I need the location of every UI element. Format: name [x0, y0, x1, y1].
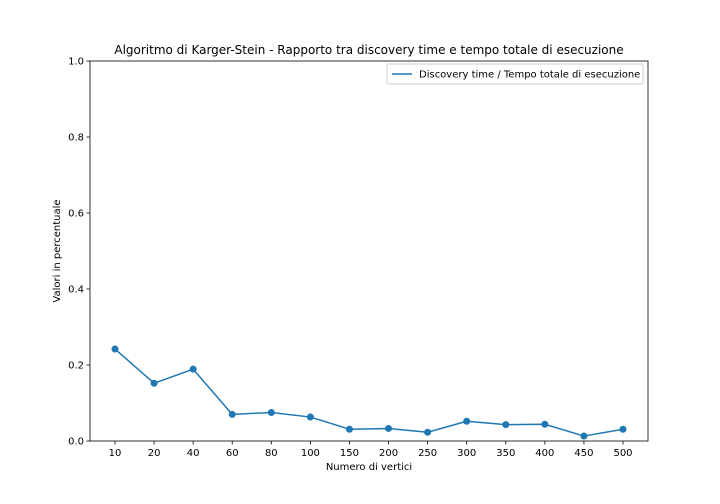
y-tick-label: 0.8 — [68, 133, 84, 144]
x-tick-label: 60 — [226, 448, 239, 459]
y-tick-label: 0.6 — [68, 209, 84, 220]
x-tick-label: 450 — [574, 448, 593, 459]
legend: Discovery time / Tempo totale di esecuzi… — [386, 63, 644, 85]
plot-area: 0.0 0.2 0.4 0.6 0.8 1.0 10 20 40 60 80 100 150 200 250… — [68, 57, 649, 459]
data-point — [541, 420, 549, 428]
data-point — [189, 365, 197, 373]
x-tick-label: 40 — [187, 448, 200, 459]
y-axis-label: Valori in percentuale — [52, 199, 63, 302]
series-line — [114, 348, 624, 437]
data-point — [580, 432, 588, 440]
x-tick-label: 500 — [613, 448, 632, 459]
x-tick-label: 100 — [301, 448, 320, 459]
data-point — [228, 410, 236, 418]
x-tick-label: 20 — [148, 448, 161, 459]
x-tick-label: 300 — [457, 448, 476, 459]
legend-label: Discovery time / Tempo totale di esecuzi… — [419, 70, 640, 81]
x-tick-label: 10 — [109, 448, 122, 459]
y-tick-label: 0.4 — [68, 285, 84, 296]
data-point — [463, 417, 471, 425]
data-point — [111, 345, 119, 353]
y-tick-label: 0.2 — [68, 361, 84, 372]
data-point — [150, 379, 158, 387]
chart-title: Algoritmo di Karger-Stein - Rapporto tra… — [114, 43, 623, 57]
x-tick-label: 200 — [379, 448, 398, 459]
data-point — [345, 425, 353, 433]
x-tick-label: 350 — [496, 448, 515, 459]
x-axis-label: Numero di vertici — [326, 462, 412, 473]
y-tick-label: 0.0 — [68, 437, 84, 448]
axes-frame — [89, 60, 649, 442]
data-point — [385, 424, 393, 432]
legend-box — [386, 63, 644, 85]
x-tick-label: 400 — [535, 448, 554, 459]
x-tick-label: 80 — [265, 448, 278, 459]
data-point — [267, 409, 275, 416]
data-point — [502, 421, 510, 429]
x-tick-label: 150 — [340, 448, 359, 459]
data-point — [619, 425, 627, 433]
data-point — [306, 413, 314, 421]
y-tick-label: 1.0 — [68, 57, 84, 68]
data-point — [424, 428, 432, 436]
x-tick-label: 250 — [418, 448, 437, 459]
